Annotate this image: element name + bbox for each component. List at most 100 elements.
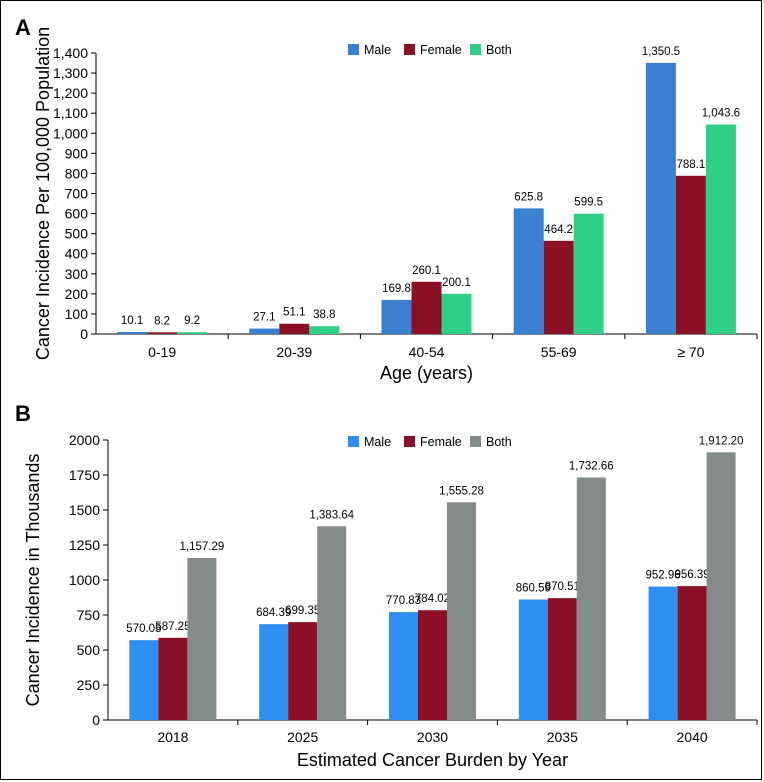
bar-male [389, 612, 418, 720]
data-label: 684.39 [256, 607, 291, 619]
y-axis-title: Cancer Incidence in Thousands [23, 454, 43, 707]
bar-male [513, 208, 544, 334]
bar-female [288, 622, 318, 720]
bar-both [706, 452, 736, 720]
data-label: 788.1 [677, 159, 706, 171]
bar-female [677, 586, 707, 720]
legend-swatch-male [348, 44, 359, 55]
x-tick-label: 0-19 [148, 344, 176, 360]
bar-male [249, 328, 280, 334]
legend-label: Male [364, 43, 391, 57]
data-label: 699.35 [285, 605, 320, 617]
data-label: 784.02 [415, 593, 450, 605]
data-label: 27.1 [253, 312, 275, 324]
chart-b: 0 250 500 750 1000 1250 1500 1750 2000 2018 570.05… [23, 432, 758, 770]
y-tick-label: 1,000 [53, 125, 88, 141]
bar-both [317, 526, 347, 720]
legend-label: Female [420, 435, 462, 449]
y-tick-label: 800 [65, 165, 89, 181]
y-tick-label: 700 [65, 186, 89, 202]
x-axis-title: Age (years) [380, 363, 473, 383]
data-label: 260.1 [412, 265, 441, 277]
bar-both [573, 213, 604, 334]
x-tick-label: 40-54 [409, 344, 445, 360]
data-label: 9.2 [184, 315, 200, 327]
data-label: 770.83 [386, 595, 421, 607]
legend-swatch-both [470, 44, 481, 55]
bar-female [279, 323, 310, 334]
y-tick-label: 500 [65, 226, 89, 242]
x-tick-label: 2030 [417, 729, 448, 745]
bar-male [648, 586, 678, 720]
x-axis-title: Estimated Cancer Burden by Year [297, 750, 568, 770]
bar-female [675, 175, 706, 334]
data-label: 10.1 [121, 315, 143, 327]
y-tick-label: 0 [92, 712, 100, 728]
y-tick-label: 200 [65, 286, 89, 302]
y-tick-label: 0 [80, 326, 88, 342]
y-tick-label: 2000 [69, 432, 100, 448]
data-label: 1,157.29 [180, 541, 225, 553]
data-label: 625.8 [514, 191, 543, 203]
data-label: 1,732.66 [569, 460, 614, 472]
bar-both [309, 326, 340, 334]
data-label: 200.1 [442, 277, 471, 289]
legend-swatch-female [404, 44, 415, 55]
data-label: 169.8 [382, 283, 411, 295]
y-tick-label: 1,300 [53, 65, 88, 81]
bar-male [518, 599, 548, 720]
bar-female [547, 598, 577, 720]
legend-swatch-female [404, 436, 415, 447]
bar-female [418, 610, 447, 720]
data-label: 1,912.20 [699, 435, 744, 447]
bar-male [259, 624, 289, 720]
bar-both [177, 332, 208, 334]
legend-label: Both [486, 43, 512, 57]
data-label: 599.5 [574, 197, 603, 209]
bar-female [411, 281, 442, 334]
chart-a: 0 100 200 300 400 500 600 700 800 900 1,000 1,100 1,… [33, 27, 758, 383]
data-label: 587.25 [155, 621, 190, 633]
y-tick-label: 500 [77, 642, 101, 658]
y-tick-label: 1000 [69, 572, 100, 588]
bar-both [187, 557, 217, 720]
data-label: 1,383.64 [309, 509, 354, 521]
bar-male [381, 299, 412, 334]
data-label: 1,043.6 [702, 108, 740, 120]
data-label: 952.96 [646, 570, 681, 582]
bar-both [705, 124, 736, 334]
panel-b-letter: B [15, 401, 31, 426]
y-tick-label: 1,200 [53, 85, 88, 101]
legend-label: Both [486, 435, 512, 449]
data-label: 1,555.28 [439, 485, 484, 497]
data-label: 860.59 [516, 583, 551, 595]
x-tick-label: 2025 [287, 729, 318, 745]
legend-label: Female [420, 43, 462, 57]
bar-female [543, 240, 574, 334]
x-tick-label: 55-69 [541, 344, 577, 360]
bar-female [147, 332, 178, 334]
y-tick-label: 400 [65, 246, 89, 262]
bar-both [447, 502, 476, 720]
data-label: 8.2 [154, 315, 170, 327]
data-label: 1,350.5 [642, 46, 680, 58]
bar-both [441, 293, 472, 334]
data-label: 464.2 [544, 224, 573, 236]
y-tick-label: 1750 [69, 467, 100, 483]
y-tick-label: 300 [65, 266, 89, 282]
x-tick-label: 2040 [677, 729, 708, 745]
y-tick-label: 600 [65, 206, 89, 222]
y-tick-label: 1,100 [53, 105, 88, 121]
y-tick-label: 100 [65, 306, 89, 322]
data-label: 38.8 [313, 309, 335, 321]
bar-female [158, 637, 188, 720]
data-label: 956.39 [675, 569, 710, 581]
panel-a-letter: A [15, 15, 31, 40]
x-tick-label: ≥ 70 [677, 344, 704, 360]
x-tick-label: 2035 [547, 729, 578, 745]
y-tick-label: 1500 [69, 502, 100, 518]
bar-male [129, 640, 159, 720]
bar-male [117, 331, 148, 334]
data-label: 870.51 [545, 581, 580, 593]
